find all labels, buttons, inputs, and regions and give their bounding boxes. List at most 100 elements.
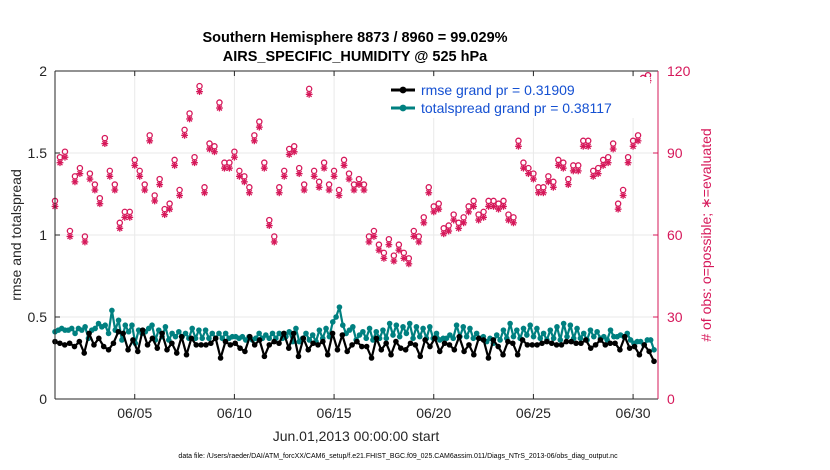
obs-evaluated-marker bbox=[61, 153, 69, 161]
totalspread-point bbox=[105, 330, 112, 337]
rmse-point bbox=[378, 347, 385, 353]
obs-evaluated-marker bbox=[629, 142, 637, 150]
obs-evaluated-marker bbox=[604, 159, 612, 167]
obs-evaluated-stroke bbox=[525, 170, 532, 177]
obs-evaluated-marker bbox=[360, 186, 368, 194]
obs-evaluated-marker bbox=[594, 170, 602, 178]
rmse-point bbox=[388, 351, 394, 358]
obs-evaluated-marker bbox=[385, 241, 393, 249]
obs-evaluated-stroke bbox=[495, 206, 502, 213]
obs-evaluated-marker bbox=[370, 233, 378, 240]
obs-evaluated-marker bbox=[599, 162, 607, 169]
totalspread-point bbox=[590, 333, 597, 340]
obs-evaluated-stroke bbox=[465, 208, 472, 215]
obs-evaluated-stroke bbox=[475, 217, 482, 224]
obs-evaluated-stroke bbox=[455, 225, 462, 232]
obs-evaluated-stroke bbox=[395, 247, 402, 254]
x-axis-label: Jun.01,2013 00:00:00 start bbox=[273, 428, 440, 444]
totalspread-point bbox=[514, 327, 520, 333]
rmse-point bbox=[237, 345, 243, 351]
obs-evaluated-stroke bbox=[336, 192, 342, 199]
obs-evaluated-stroke bbox=[535, 189, 542, 196]
rmse-point bbox=[651, 358, 657, 365]
rmse-point bbox=[602, 342, 609, 348]
rmse-point bbox=[495, 343, 501, 350]
rmse-point bbox=[91, 342, 97, 348]
obs-evaluated-marker bbox=[520, 164, 527, 172]
totalspread-point bbox=[68, 325, 75, 332]
totalspread-point bbox=[115, 317, 122, 324]
rmse-point bbox=[310, 340, 316, 347]
obs-evaluated-stroke bbox=[445, 228, 452, 234]
totalspread-point bbox=[574, 325, 580, 332]
obs-evaluated-marker bbox=[315, 183, 323, 191]
totalspread-point bbox=[587, 327, 594, 333]
rmse-point bbox=[514, 351, 521, 358]
totalspread-point bbox=[350, 324, 356, 330]
legend-rmse-marker bbox=[399, 86, 407, 94]
rmse-point bbox=[242, 348, 248, 355]
obs-evaluated-stroke bbox=[470, 203, 477, 210]
obs-evaluated-marker bbox=[96, 200, 104, 208]
totalspread-point bbox=[390, 332, 396, 338]
obs-evaluated-marker bbox=[564, 181, 572, 188]
obs-evaluated-stroke bbox=[500, 203, 507, 210]
totalspread-point bbox=[520, 325, 527, 332]
legend-spread-marker bbox=[399, 104, 407, 112]
rmse-point bbox=[524, 342, 531, 348]
obs-evaluated-stroke bbox=[206, 146, 213, 152]
totalspread-point bbox=[497, 337, 503, 343]
totalspread-point bbox=[176, 328, 182, 335]
obs-evaluated-marker bbox=[260, 164, 268, 172]
rmse-point bbox=[417, 353, 424, 360]
obs-evaluated-marker bbox=[111, 186, 119, 194]
obs-evaluated-marker bbox=[56, 159, 64, 167]
rmse-point bbox=[539, 340, 545, 347]
obs-evaluated-marker bbox=[240, 178, 248, 186]
obs-evaluated-stroke bbox=[356, 181, 362, 188]
obs-evaluated-stroke bbox=[191, 159, 198, 166]
obs-evaluated-marker bbox=[495, 205, 502, 213]
obs-evaluated-stroke bbox=[116, 225, 123, 232]
left-tick-label: 0.5 bbox=[28, 309, 48, 325]
obs-evaluated-marker bbox=[126, 213, 134, 221]
obs-evaluated-marker bbox=[549, 183, 557, 191]
obs-evaluated-stroke bbox=[590, 173, 597, 180]
rmse-point bbox=[621, 333, 628, 340]
obs-evaluated-stroke bbox=[480, 214, 487, 221]
rmse-point bbox=[295, 353, 302, 360]
totalspread-point bbox=[363, 335, 370, 342]
right-tick-label: 30 bbox=[667, 309, 683, 325]
obs-evaluated-marker bbox=[265, 222, 273, 229]
obs-evaluated-marker bbox=[584, 142, 592, 150]
rmse-point bbox=[583, 337, 589, 343]
rmse-point bbox=[100, 343, 107, 350]
rmse-point bbox=[519, 337, 526, 343]
obs-evaluated-marker bbox=[609, 145, 617, 153]
rmse-point bbox=[592, 342, 599, 348]
rmse-point bbox=[393, 338, 399, 345]
obs-evaluated-marker bbox=[405, 260, 413, 268]
totalspread-point bbox=[507, 320, 513, 327]
obs-evaluated-stroke bbox=[630, 143, 636, 150]
totalspread-point bbox=[276, 330, 283, 337]
obs-evaluated-stroke bbox=[366, 239, 372, 245]
rmse-point bbox=[402, 347, 409, 353]
rmse-point bbox=[617, 347, 623, 353]
totalspread-point bbox=[651, 347, 657, 353]
totalspread-point bbox=[216, 330, 222, 337]
rmse-point bbox=[247, 333, 253, 340]
obs-evaluated-stroke bbox=[181, 132, 188, 139]
totalspread-point bbox=[162, 324, 169, 330]
obs-evaluated-stroke bbox=[176, 192, 183, 199]
obs-evaluated-stroke bbox=[266, 222, 273, 229]
rmse-point bbox=[66, 340, 73, 347]
rmse-point bbox=[612, 340, 618, 347]
totalspread-point bbox=[554, 324, 560, 330]
obs-count-series bbox=[51, 71, 652, 268]
totalspread-point bbox=[427, 324, 433, 330]
obs-evaluated-marker bbox=[106, 172, 114, 180]
obs-evaluated-stroke bbox=[505, 217, 512, 224]
totalspread-point bbox=[149, 322, 155, 329]
obs-evaluated-marker bbox=[425, 189, 433, 197]
